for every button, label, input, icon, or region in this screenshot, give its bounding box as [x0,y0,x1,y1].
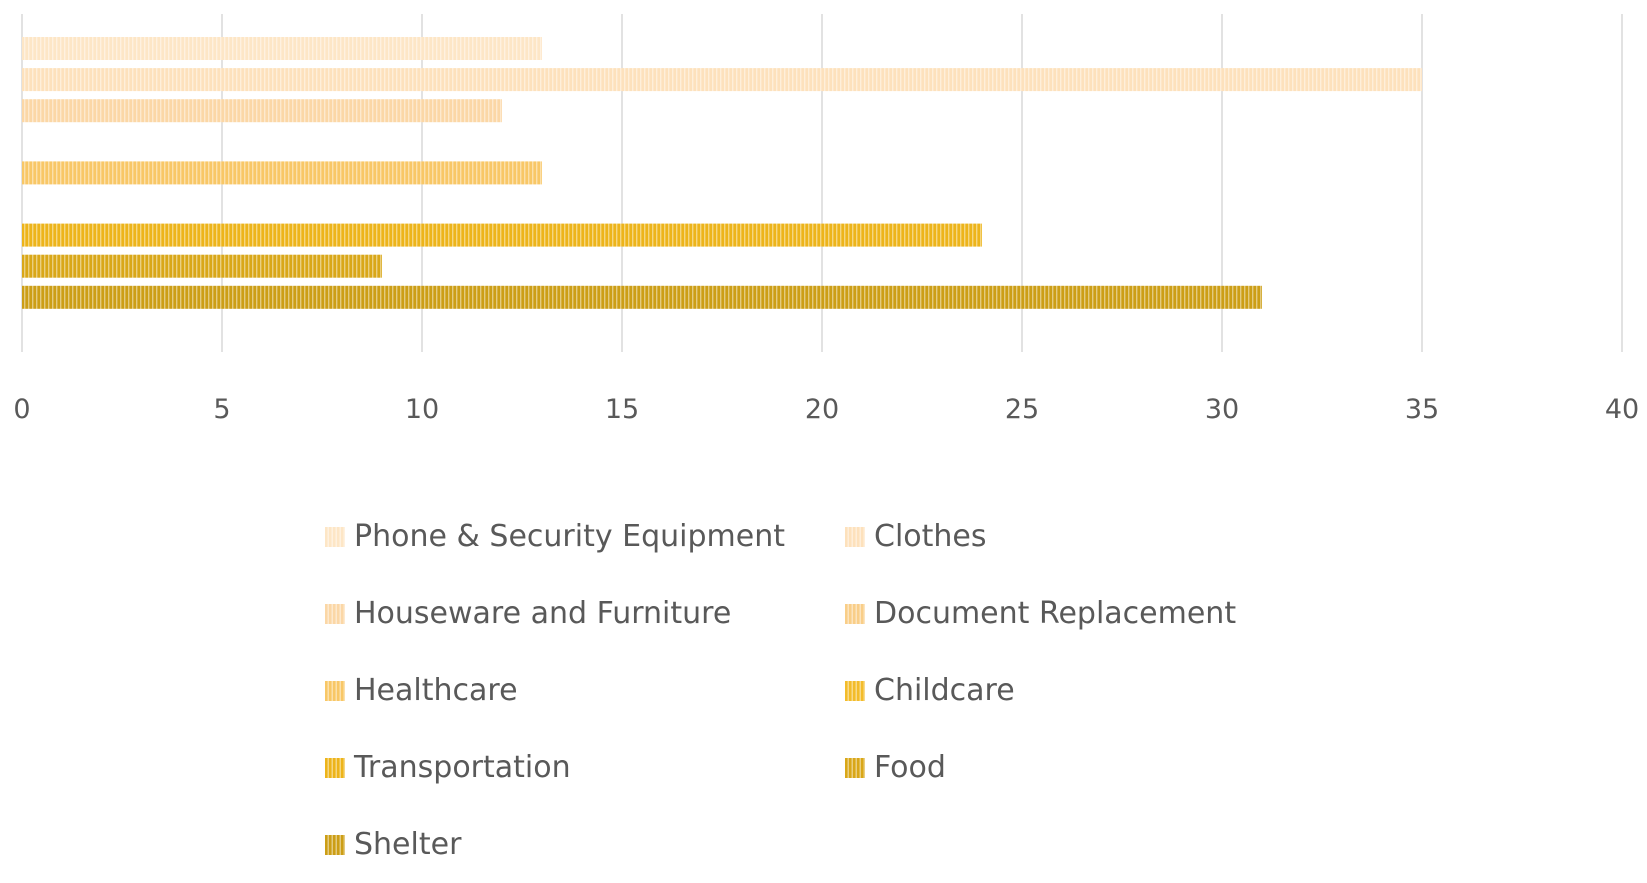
legend-swatch [845,680,865,701]
legend-swatch [325,757,345,778]
legend-swatch [325,680,345,701]
legend-item: Food [845,729,1285,806]
legend-label: Clothes [874,519,987,554]
legend-label: Phone & Security Equipment [354,519,785,554]
bar-phone-security-equipment [22,37,542,60]
x-tick-label: 0 [13,394,30,425]
legend-swatch [845,757,865,778]
x-tick-label: 5 [213,394,230,425]
x-tick-label: 20 [805,394,839,425]
bar-houseware-and-furniture [22,99,502,123]
bar-transportation [22,223,982,247]
x-tick-label: 25 [1005,394,1039,425]
legend-item: Shelter [325,806,845,883]
legend-swatch [325,834,345,855]
x-axis-tick-labels: 0 5 10 15 20 25 30 35 40 [13,394,1639,425]
bar-clothes [22,68,1422,92]
bars [22,37,1422,309]
legend-item: Phone & Security Equipment [325,498,845,575]
x-tick-label: 30 [1205,394,1239,425]
legend-swatch [845,603,865,624]
bar-shelter [22,285,1262,309]
legend-label: Food [874,750,946,785]
legend-item: Clothes [845,498,1285,575]
x-tick-label: 15 [605,394,639,425]
x-tick-label: 10 [405,394,439,425]
legend-label: Document Replacement [874,596,1237,631]
bar-food [22,254,382,278]
x-tick-label: 35 [1405,394,1439,425]
legend-item: Houseware and Furniture [325,575,845,652]
legend-swatch [325,603,345,624]
legend-item: Transportation [325,729,845,806]
bar-healthcare [22,161,542,185]
legend-label: Childcare [874,673,1015,708]
legend-label: Healthcare [354,673,518,708]
bar-chart: 0 5 10 15 20 25 30 35 40 [13,14,1639,425]
legend: Phone & Security Equipment Clothes Housewa… [325,498,1285,883]
legend-item: Healthcare [325,652,845,729]
legend-swatch [325,526,345,547]
legend-label: Transportation [354,750,571,785]
legend-item: Document Replacement [845,575,1285,652]
legend-label: Houseware and Furniture [354,596,732,631]
legend-label: Shelter [354,827,462,862]
legend-item: Childcare [845,652,1285,729]
x-tick-label: 40 [1605,394,1639,425]
legend-swatch [845,526,865,547]
